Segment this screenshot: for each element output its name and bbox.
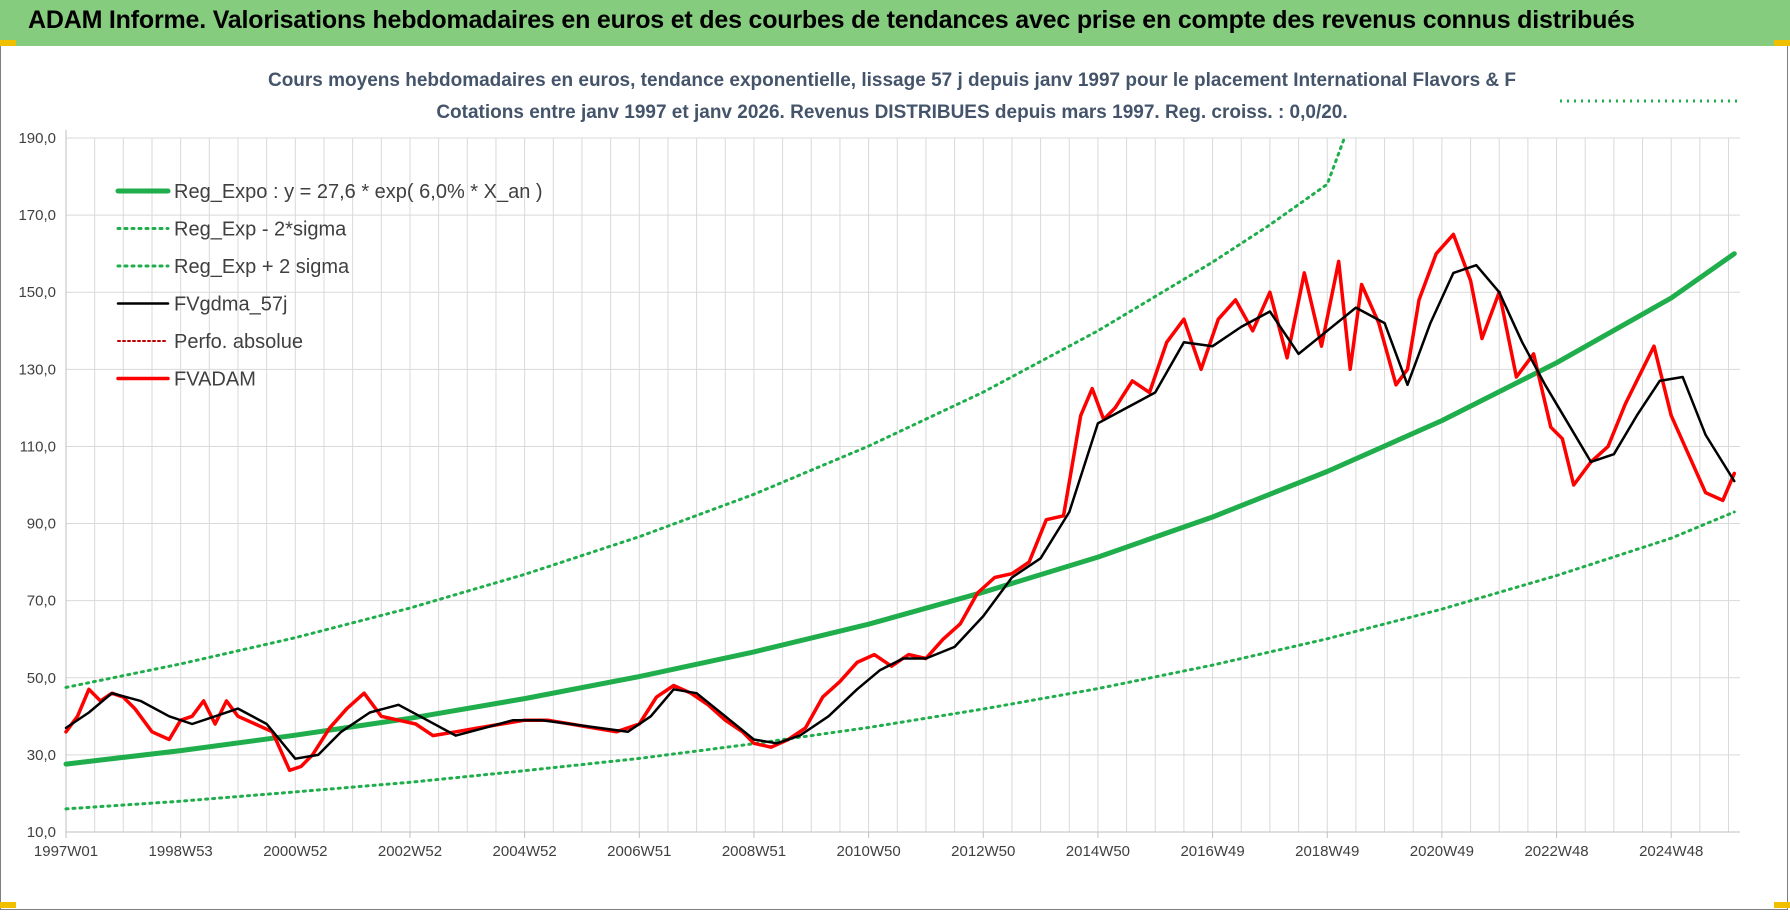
- y-tick-label: 90,0: [27, 516, 56, 533]
- x-tick-label: 2006W51: [607, 843, 671, 860]
- reg-expo-line: [63, 251, 1737, 767]
- grid: [65, 137, 1740, 833]
- legend: Reg_Expo : y = 27,6 * exp( 6,0% * X_an )…: [115, 181, 543, 391]
- chart-subtitle: Cotations entre janv 1997 et janv 2026. …: [436, 102, 1347, 123]
- legend-label: FVgdma_57j: [174, 294, 287, 316]
- header-bar: ADAM Informe. Valorisations hebdomadaire…: [0, 0, 1790, 46]
- legend-label: Perfo. absolue: [174, 331, 303, 353]
- reg-plus-2sigma-line: [64, 136, 1346, 689]
- ma-57j-line: [64, 263, 1736, 760]
- y-tick-label: 150,0: [18, 284, 56, 301]
- chart-area: 190,0 170,0 150,0 130,0 110,0 90,0 70,0 50,0 30,…: [18, 70, 1740, 860]
- y-tick-label: 170,0: [18, 207, 56, 224]
- y-tick-label: 10,0: [27, 824, 56, 841]
- x-tick-label: 2024W48: [1639, 843, 1703, 860]
- x-tick-label: 2014W50: [1066, 843, 1130, 860]
- y-tick-label: 70,0: [27, 593, 56, 610]
- y-tick-label: 110,0: [20, 438, 56, 455]
- page-title: ADAM Informe. Valorisations hebdomadaire…: [28, 6, 1635, 34]
- x-tick-label: 2020W49: [1410, 843, 1474, 860]
- legend-label: FVADAM: [174, 369, 256, 391]
- x-tick-label: 2002W52: [378, 843, 442, 860]
- x-tick-label: 1998W53: [149, 843, 213, 860]
- x-tick-label: 2018W49: [1295, 843, 1359, 860]
- x-tick-label: 2010W50: [836, 843, 900, 860]
- corner-marker-bottom-right: [1774, 902, 1790, 908]
- y-tick-label: 190,0: [18, 130, 56, 147]
- y-tick-label: 130,0: [18, 361, 56, 378]
- axes: 190,0 170,0 150,0 130,0 110,0 90,0 70,0 50,0 30,…: [18, 130, 1740, 860]
- chart-title: Cours moyens hebdomadaires en euros, ten…: [268, 70, 1516, 91]
- corner-marker-left: [0, 40, 16, 46]
- legend-label: Reg_Expo : y = 27,6 * exp( 6,0% * X_an ): [174, 181, 543, 203]
- x-tick-label: 2000W52: [263, 843, 327, 860]
- x-tick-label: 2012W50: [951, 843, 1015, 860]
- corner-marker-right: [1774, 40, 1790, 46]
- corner-marker-bottom-left: [0, 902, 16, 908]
- x-tick-label: 2022W48: [1524, 843, 1588, 860]
- legend-label: Reg_Exp + 2 sigma: [174, 256, 350, 278]
- x-tick-label: 1997W01: [34, 843, 98, 860]
- y-tick-label: 50,0: [27, 670, 56, 687]
- legend-label: Reg_Exp - 2*sigma: [174, 219, 347, 241]
- series-group: [63, 99, 1740, 811]
- y-tick-label: 30,0: [27, 747, 56, 764]
- x-tick-label: 2004W52: [493, 843, 557, 860]
- x-tick-label: 2008W51: [722, 843, 786, 860]
- reg-minus-2sigma-line: [64, 510, 1736, 811]
- fvadam-price-line: [64, 232, 1737, 773]
- x-tick-label: 2016W49: [1180, 843, 1244, 860]
